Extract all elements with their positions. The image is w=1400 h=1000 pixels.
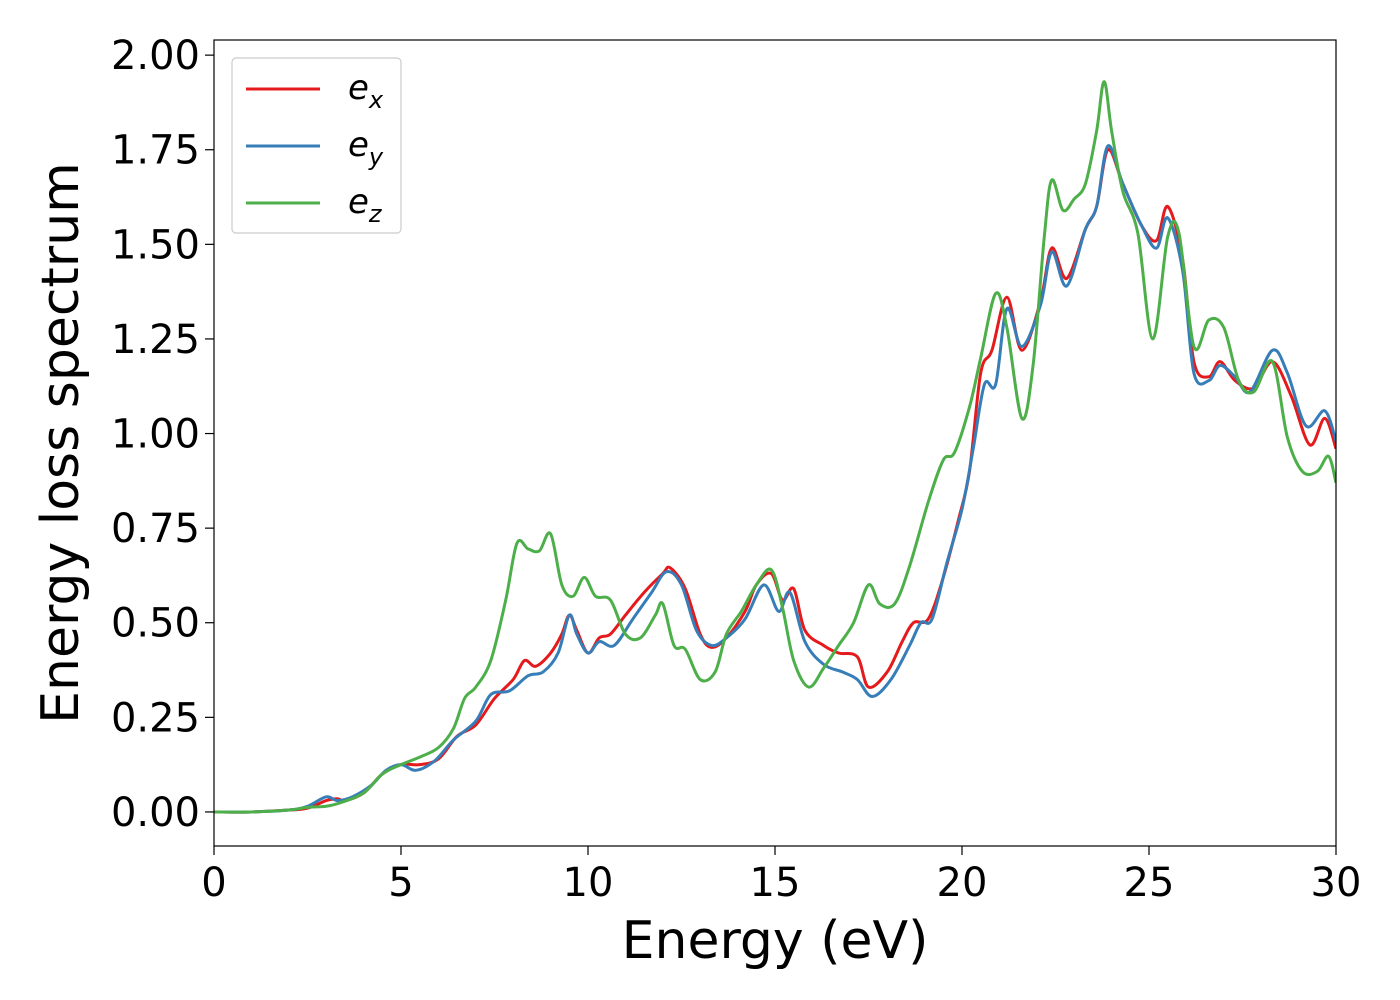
x-axis-ticks: 0 5 10 15 20 25 30 <box>201 846 1361 906</box>
series-line-ez <box>214 80 1336 814</box>
x-axis-label: Energy (eV) <box>622 911 929 971</box>
legend-label-base: e <box>348 68 369 108</box>
y-tick-label: 0.25 <box>111 695 200 741</box>
legend-label-subscript: x <box>368 86 384 114</box>
series-line-ex <box>214 148 1336 814</box>
legend-label-ex: ex <box>348 68 384 114</box>
y-tick-label: 0.50 <box>111 601 200 647</box>
legend-label-subscript: y <box>368 143 384 171</box>
y-tick-label: 1.25 <box>111 317 200 363</box>
x-tick-label: 30 <box>1311 860 1362 906</box>
x-tick-label: 5 <box>388 860 413 906</box>
legend-label-subscript: z <box>368 200 383 228</box>
y-tick-label: 0.00 <box>111 790 200 836</box>
x-tick-label: 20 <box>937 860 988 906</box>
x-tick-label: 15 <box>750 860 801 906</box>
legend-label-base: e <box>348 125 369 165</box>
y-tick-label: 1.00 <box>111 412 200 458</box>
y-tick-label: 1.50 <box>111 222 200 268</box>
legend-label-base: e <box>348 182 369 222</box>
y-tick-label: 2.00 <box>111 33 200 79</box>
series-line-ey <box>214 144 1336 814</box>
y-tick-label: 0.75 <box>111 506 200 552</box>
series-lines <box>214 80 1336 814</box>
x-tick-label: 10 <box>563 860 614 906</box>
x-tick-label: 0 <box>201 860 226 906</box>
y-axis-ticks: 0.00 0.25 0.50 0.75 1.00 1.25 1.50 1.75 2.00 <box>111 33 214 836</box>
x-tick-label: 25 <box>1124 860 1175 906</box>
legend-label-ey: ey <box>348 125 384 171</box>
y-tick-label: 1.75 <box>111 128 200 174</box>
y-axis-label: Energy loss spectrum <box>31 162 91 724</box>
legend-label-ez: ez <box>348 182 383 228</box>
